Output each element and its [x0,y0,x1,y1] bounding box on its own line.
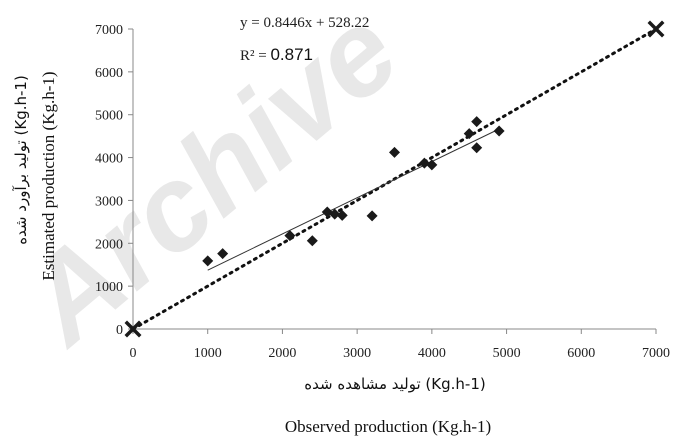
r2-prefix: R² = [240,48,270,64]
data-point [471,142,483,154]
x-tick-label: 0 [130,346,137,361]
trendline [207,128,500,271]
y-tick-label: 6000 [95,66,123,81]
y-tick-label: 0 [116,323,123,338]
data-point [217,248,229,260]
data-point [336,209,348,221]
x-tick-label: 7000 [642,346,670,361]
y-axis-label-fa: تولید برآورد شده (Kg.h-1) [12,75,30,245]
y-tick-label: 1000 [95,280,123,295]
data-point [418,157,430,169]
data-point-cross [124,320,142,338]
r2-value: 0.871 [270,45,313,64]
x-tick-label: 4000 [418,346,446,361]
y-axis-label-en: Estimated production (Kg.h-1) [39,71,58,280]
data-point [463,128,475,140]
data-point [366,210,378,222]
y-tick-label: 5000 [95,109,123,124]
x-axis-label-en: Observed production (Kg.h-1) [285,417,491,436]
y-tick-label: 2000 [95,237,123,252]
data-point [471,116,483,128]
x-tick-label: 3000 [343,346,371,361]
x-tick-label: 1000 [194,346,222,361]
x-axis-label-fa: تولید مشاهده شده (Kg.h-1) [304,375,485,393]
data-point [389,146,400,158]
y-tick-label: 7000 [95,23,123,38]
r2-label: R² = 0.871 [240,45,313,64]
data-point-cross [647,20,665,38]
data-point [426,159,438,171]
data-point [306,235,318,247]
trendline-equation: y = 0.8446x + 528.22 [240,15,369,31]
x-tick-label: 6000 [567,346,595,361]
reference-line-1to1 [131,27,658,331]
data-point [329,208,341,220]
data-point [202,255,214,267]
watermark: Archive [0,0,423,371]
x-tick-label: 2000 [268,346,296,361]
x-tick-label: 5000 [493,346,521,361]
y-tick-label: 4000 [95,152,123,167]
data-point [284,230,296,242]
data-point [493,125,505,137]
y-tick-label: 3000 [95,194,123,209]
